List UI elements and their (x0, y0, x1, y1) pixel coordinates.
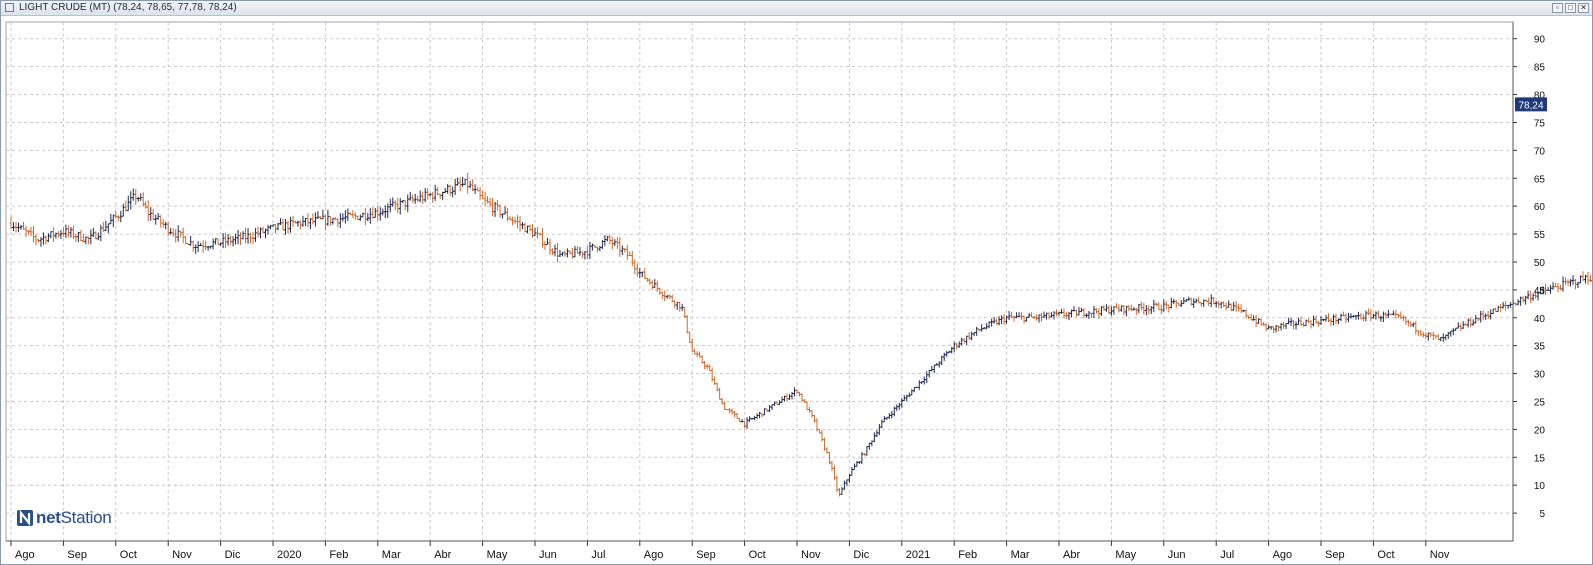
x-tick-label: Dic (225, 549, 241, 561)
title-bar: LIGHT CRUDE (MT) (78,24, 78,65, 77,78, 7… (1, 1, 1592, 16)
x-tick-label: Abr (1063, 549, 1080, 561)
x-tick-label: Mar (382, 549, 401, 561)
x-tick-label: Ago (644, 549, 664, 561)
x-tick-label: Sep (1325, 549, 1345, 561)
x-tick-label: Jul (1220, 549, 1234, 561)
close-icon[interactable]: ✕ (1578, 3, 1589, 13)
y-tick-label: 60 (1534, 202, 1546, 213)
ohlc-bar (1551, 282, 1555, 290)
x-tick-label: Oct (120, 549, 137, 561)
y-tick-label: 70 (1534, 146, 1546, 157)
x-tick-label: Nov (1430, 549, 1450, 561)
ohlc-bar (1559, 284, 1563, 291)
x-tick-label: Oct (1377, 549, 1394, 561)
ohlc-bar (1566, 279, 1570, 287)
y-tick-label: 75 (1534, 118, 1546, 129)
ohlc-bar (1564, 277, 1568, 285)
ohlc-bar (1591, 280, 1592, 282)
grid (5, 21, 1514, 542)
y-tick-label: 20 (1534, 425, 1546, 436)
ohlc-bar (1549, 284, 1553, 294)
netstation-logo-icon (17, 510, 33, 526)
x-tick-label: Ago (1273, 549, 1293, 561)
ohlc-bars (9, 172, 1592, 497)
ohlc-bar (1586, 271, 1590, 285)
y-tick-label: 5 (1539, 509, 1545, 520)
ohlc-bar (1521, 296, 1525, 303)
axes: 5 10 15 20 25 30 35 40 45 50 55 60 65 70 75 80 85 90 Ago Se… (6, 22, 1547, 561)
window-title: LIGHT CRUDE (MT) (78,24, 78,65, 77,78, 7… (19, 2, 237, 13)
last-price-label: 78,24 (1518, 100, 1543, 111)
y-tick-label: 35 (1534, 342, 1546, 353)
ohlc-bar (1529, 290, 1533, 303)
y-tick-label: 90 (1534, 35, 1546, 46)
x-tick-label: May (1115, 549, 1136, 561)
x-tick-label: Jul (591, 549, 605, 561)
y-tick-label: 40 (1534, 314, 1546, 325)
y-tick-label: 15 (1534, 453, 1546, 464)
x-tick-label: Feb (329, 549, 348, 561)
x-tick-label: May (487, 549, 508, 561)
y-tick-label: 80 (1534, 91, 1546, 102)
x-tick-label: 2021 (906, 549, 930, 561)
restore-icon[interactable]: ▫ (1552, 3, 1563, 13)
x-tick-label: Mar (1011, 549, 1030, 561)
y-tick-label: 50 (1534, 258, 1546, 269)
x-tick-label: Nov (801, 549, 821, 561)
x-tick-label: Nov (172, 549, 192, 561)
ohlc-bar (1561, 276, 1565, 292)
x-tick-label: Sep (696, 549, 716, 561)
price-chart[interactable]: 5 10 15 20 25 30 35 40 45 50 55 60 65 70 75 80 85 90 Ago Se… (1, 15, 1592, 564)
x-tick-label: Dic (853, 549, 869, 561)
y-tick-label: 65 (1534, 174, 1546, 185)
window-icon (5, 3, 14, 12)
y-tick-label: 45 (1534, 286, 1546, 297)
x-tick-label: Jun (1168, 549, 1186, 561)
x-tick-label: Oct (749, 549, 766, 561)
y-tick-label: 55 (1534, 230, 1546, 241)
x-tick-label: Abr (434, 549, 451, 561)
x-tick-label: Feb (958, 549, 977, 561)
ohlc-bar (1516, 299, 1520, 306)
y-tick-label: 10 (1534, 481, 1546, 492)
netstation-logo: net Station (17, 508, 112, 528)
y-tick-label: 85 (1534, 63, 1546, 74)
logo-text-station: Station (60, 508, 112, 527)
last-price-badge (1515, 97, 1547, 112)
x-tick-label: 2020 (277, 549, 301, 561)
x-tick-label: Sep (67, 549, 87, 561)
logo-text-net: net (36, 508, 61, 527)
ohlc-bar (1569, 279, 1573, 287)
x-tick-label: Ago (15, 549, 35, 561)
y-tick-label: 25 (1534, 397, 1546, 408)
y-tick-label: 30 (1534, 370, 1546, 381)
x-tick-label: Jun (539, 549, 557, 561)
maximize-icon[interactable]: □ (1565, 3, 1576, 13)
